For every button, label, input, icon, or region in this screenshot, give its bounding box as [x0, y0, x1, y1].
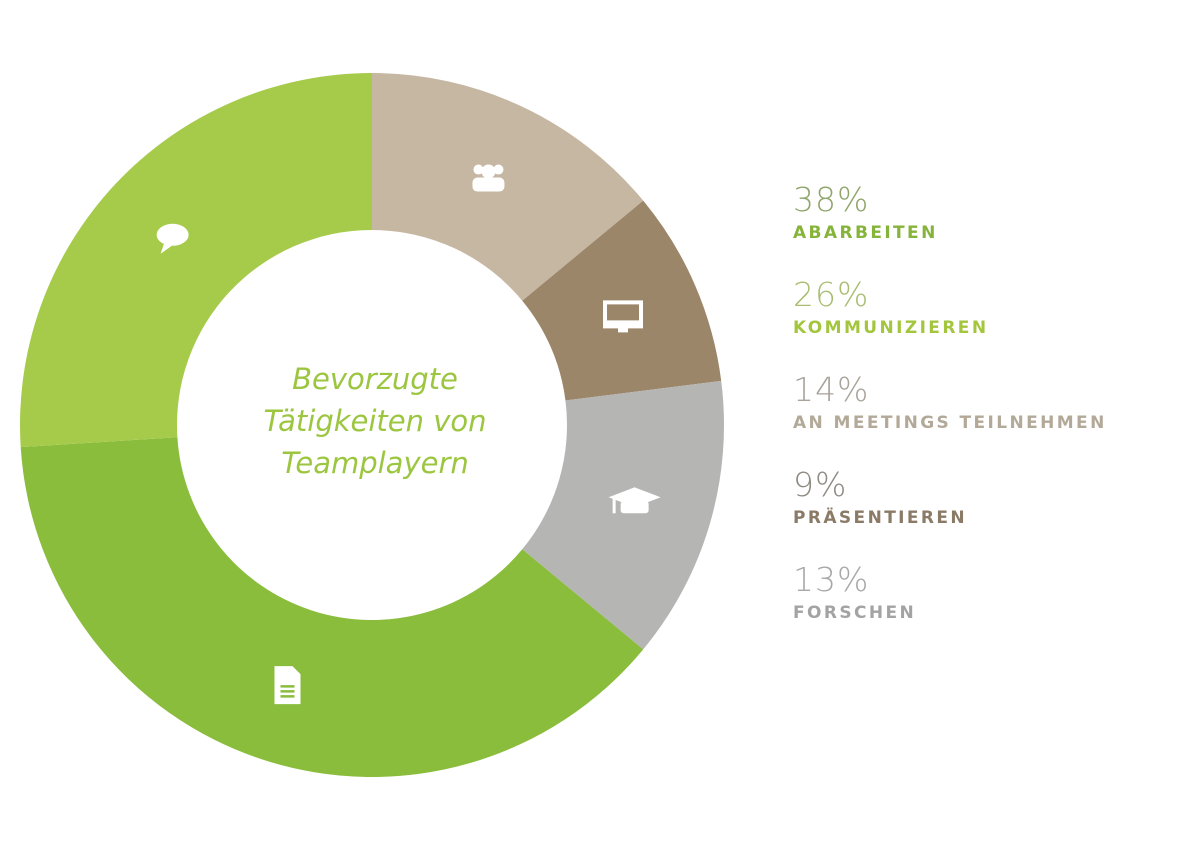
monitor-icon [603, 300, 644, 333]
legend-item: 13% FORSCHEN [793, 560, 1107, 655]
legend-label: FORSCHEN [793, 603, 917, 623]
chart-title-line: Tätigkeiten von [263, 404, 487, 438]
legend-label: ABARBEITEN [793, 223, 938, 243]
donut-slice [19, 73, 372, 448]
legend-item: 14% AN MEETINGS TEILNEHMEN [793, 370, 1107, 465]
legend-percent: 38% [793, 180, 870, 219]
legend-percent: 14% [793, 370, 870, 409]
legend-label: PRÄSENTIEREN [793, 508, 968, 528]
chart-title-line: Teamplayern [281, 446, 469, 480]
legend-item: 26% KOMMUNIZIEREN [793, 275, 1107, 370]
speech-bubble-icon [156, 223, 189, 254]
legend-label: KOMMUNIZIEREN [793, 318, 989, 338]
donut-slice [20, 437, 644, 778]
donut-slice [522, 380, 724, 650]
legend: 38% ABARBEITEN 26% KOMMUNIZIEREN 14% AN MEETI… [793, 180, 1107, 655]
legend-label: AN MEETINGS TEILNEHMEN [793, 413, 1107, 433]
group-icon [472, 164, 505, 192]
chart-title-line: Bevorzugte [292, 362, 458, 396]
legend-percent: 26% [793, 275, 870, 314]
document-icon [274, 666, 301, 705]
graduation-cap-icon [608, 487, 661, 514]
legend-percent: 9% [793, 465, 848, 504]
legend-item: 9% PRÄSENTIEREN [793, 465, 1107, 560]
legend-percent: 13% [793, 560, 870, 599]
donut-chart [19, 73, 724, 778]
donut-slice [372, 73, 644, 301]
legend-item: 38% ABARBEITEN [793, 180, 1107, 275]
chart-title: Bevorzugte Tätigkeiten von Teamplayern [210, 358, 540, 484]
